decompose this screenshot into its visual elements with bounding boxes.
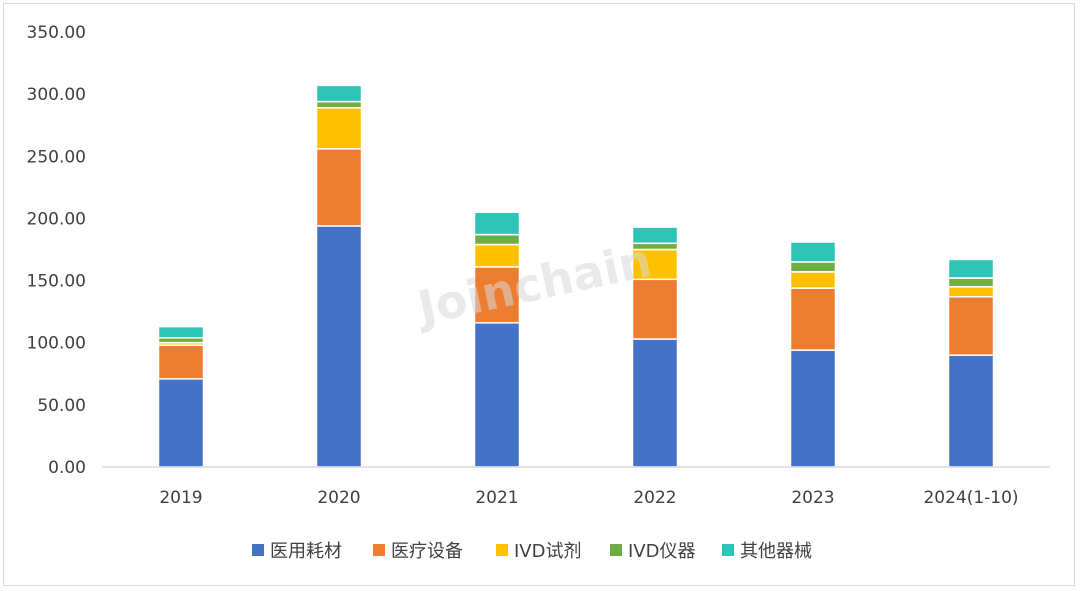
bar-segment-2021-series-0 bbox=[473, 322, 521, 468]
bar-segment-2020-series-3 bbox=[315, 100, 363, 109]
x-axis-ticks: 2019 2020 2021 2022 2023 2024(1-10) bbox=[159, 488, 1018, 508]
legend-label: IVD试剂 bbox=[514, 541, 581, 562]
bar-segment-2021-series-4 bbox=[473, 211, 521, 236]
bar-segment-2020-series-4 bbox=[315, 84, 363, 103]
legend-label: IVD仪器 bbox=[628, 541, 695, 562]
bars-layer bbox=[157, 84, 995, 468]
bar-segment-2020-series-2 bbox=[315, 107, 363, 150]
bar-segment-2019-series-1 bbox=[157, 344, 205, 380]
bar-segment-2024(1-10)-series-3 bbox=[947, 277, 995, 288]
y-tick-label: 350.00 bbox=[27, 23, 86, 43]
bar-segment-2022-series-4 bbox=[631, 226, 679, 245]
y-tick-label: 100.00 bbox=[27, 334, 86, 354]
legend-label: 医用耗材 bbox=[270, 541, 342, 562]
bar-segment-2024(1-10)-series-1 bbox=[947, 295, 995, 356]
legend-label: 医疗设备 bbox=[391, 541, 463, 562]
bar-segment-2023-series-1 bbox=[789, 287, 837, 351]
legend-swatch bbox=[496, 544, 508, 556]
bar-segment-2023-series-2 bbox=[789, 271, 837, 289]
x-tick-label: 2020 bbox=[317, 488, 360, 508]
bar-segment-2022-series-2 bbox=[631, 248, 679, 281]
bar-segment-2019-series-4 bbox=[157, 325, 205, 339]
y-tick-label: 0.00 bbox=[48, 458, 86, 478]
bar-segment-2023-series-4 bbox=[789, 241, 837, 263]
bar-segment-2023-series-0 bbox=[789, 349, 837, 468]
x-tick-label: 2024(1-10) bbox=[923, 488, 1018, 508]
bar-segment-2022-series-0 bbox=[631, 338, 679, 468]
legend-swatch bbox=[373, 544, 385, 556]
bar-segment-2021-series-3 bbox=[473, 233, 521, 246]
bar-segment-2024(1-10)-series-2 bbox=[947, 286, 995, 298]
bar-segment-2024(1-10)-series-0 bbox=[947, 354, 995, 468]
bar-segment-2020-series-0 bbox=[315, 225, 363, 468]
y-tick-label: 50.00 bbox=[37, 396, 86, 416]
bar-segment-2024(1-10)-series-4 bbox=[947, 258, 995, 279]
watermark: Joinchain bbox=[410, 233, 656, 336]
bar-segment-2023-series-3 bbox=[789, 261, 837, 273]
x-tick-label: 2019 bbox=[159, 488, 202, 508]
x-tick-label: 2022 bbox=[633, 488, 676, 508]
y-tick-label: 250.00 bbox=[27, 147, 86, 167]
legend-swatch bbox=[252, 544, 264, 556]
legend-label: 其他器械 bbox=[740, 541, 812, 562]
y-tick-label: 150.00 bbox=[27, 272, 86, 292]
y-tick-label: 300.00 bbox=[27, 85, 86, 105]
bar-segment-2019-series-0 bbox=[157, 378, 205, 468]
y-axis-ticks: 0.00 50.00 100.00 150.00 200.00 250.00 300.00 3… bbox=[27, 23, 86, 478]
bar-segment-2021-series-1 bbox=[473, 266, 521, 324]
legend-swatch bbox=[610, 544, 622, 556]
legend-swatch bbox=[722, 544, 734, 556]
legend: 医用耗材 医疗设备 IVD试剂 IVD仪器 其他器械 bbox=[252, 541, 812, 562]
bar-segment-2020-series-1 bbox=[315, 148, 363, 227]
x-tick-label: 2023 bbox=[791, 488, 834, 508]
chart-frame bbox=[3, 3, 1075, 586]
x-tick-label: 2021 bbox=[475, 488, 518, 508]
y-tick-label: 200.00 bbox=[27, 209, 86, 229]
